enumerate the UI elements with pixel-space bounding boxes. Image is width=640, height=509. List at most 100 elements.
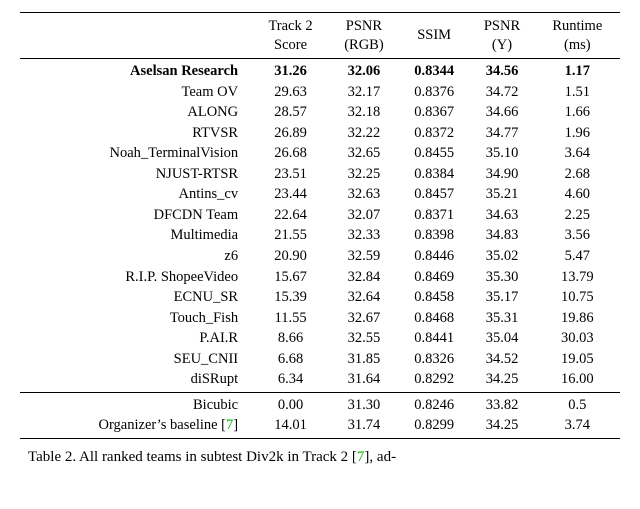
value-cell: 0.8458: [399, 287, 470, 308]
team-name-cell: SEU_CNII: [20, 349, 252, 370]
value-cell: 16.00: [535, 369, 620, 392]
caption-prefix: Table 2. All ranked teams in subtest Div…: [28, 449, 357, 465]
value-cell: 35.31: [469, 308, 534, 329]
value-cell: 19.05: [535, 349, 620, 370]
value-cell: 32.63: [329, 184, 399, 205]
table-row: Team OV29.6332.170.837634.721.51: [20, 82, 620, 103]
col-head-score-l1: Track 2: [268, 18, 312, 34]
value-cell: 32.84: [329, 267, 399, 288]
team-name-cell: Multimedia: [20, 225, 252, 246]
col-head-psnr-y-l1: PSNR: [484, 18, 520, 34]
value-cell: 33.82: [469, 392, 534, 415]
value-cell: 0.8469: [399, 267, 470, 288]
table-row: Bicubic0.0031.300.824633.820.5: [20, 392, 620, 415]
value-cell: 10.75: [535, 287, 620, 308]
col-head-team: [20, 13, 252, 59]
value-cell: 3.64: [535, 143, 620, 164]
value-cell: 6.68: [252, 349, 329, 370]
value-cell: 31.30: [329, 392, 399, 415]
value-cell: 22.64: [252, 205, 329, 226]
value-cell: 0.8441: [399, 328, 470, 349]
team-name-cell: Touch_Fish: [20, 308, 252, 329]
team-name-cell: Organizer’s baseline [7]: [20, 415, 252, 438]
value-cell: 15.67: [252, 267, 329, 288]
team-name-cell: Bicubic: [20, 392, 252, 415]
team-name-cell: Noah_TerminalVision: [20, 143, 252, 164]
value-cell: 0.8384: [399, 164, 470, 185]
value-cell: 34.25: [469, 369, 534, 392]
value-cell: 5.47: [535, 246, 620, 267]
value-cell: 29.63: [252, 82, 329, 103]
value-cell: 0.8371: [399, 205, 470, 226]
col-head-score-l2: Score: [274, 37, 307, 53]
value-cell: 19.86: [535, 308, 620, 329]
col-head-psnr-rgb-l2: (RGB): [344, 37, 383, 53]
team-name-cell: Antins_cv: [20, 184, 252, 205]
value-cell: 0.8455: [399, 143, 470, 164]
value-cell: 14.01: [252, 415, 329, 438]
citation-ref: 7: [226, 417, 233, 433]
table-row: Organizer’s baseline [7]14.0131.740.8299…: [20, 415, 620, 438]
table-row: SEU_CNII6.6831.850.832634.5219.05: [20, 349, 620, 370]
value-cell: 0.8372: [399, 123, 470, 144]
caption-suffix: ], ad-: [364, 449, 396, 465]
value-cell: 32.17: [329, 82, 399, 103]
header-row: Track 2 Score PSNR (RGB) SSIM PSNR (Y) Runt…: [20, 13, 620, 59]
value-cell: 32.33: [329, 225, 399, 246]
value-cell: 8.66: [252, 328, 329, 349]
col-head-psnr-rgb-l1: PSNR: [346, 18, 382, 34]
col-head-runtime-l2: (ms): [564, 37, 591, 53]
team-name-cell: diSRupt: [20, 369, 252, 392]
value-cell: 0.8468: [399, 308, 470, 329]
col-head-ssim: SSIM: [399, 13, 470, 59]
value-cell: 6.34: [252, 369, 329, 392]
value-cell: 34.83: [469, 225, 534, 246]
col-head-psnr-rgb: PSNR (RGB): [329, 13, 399, 59]
table-caption: Table 2. All ranked teams in subtest Div…: [20, 439, 620, 466]
value-cell: 4.60: [535, 184, 620, 205]
table-row: z620.9032.590.844635.025.47: [20, 246, 620, 267]
value-cell: 1.66: [535, 102, 620, 123]
value-cell: 35.04: [469, 328, 534, 349]
col-head-runtime-l1: Runtime: [552, 18, 602, 34]
value-cell: 3.56: [535, 225, 620, 246]
col-head-score: Track 2 Score: [252, 13, 329, 59]
value-cell: 35.21: [469, 184, 534, 205]
value-cell: 23.44: [252, 184, 329, 205]
value-cell: 32.06: [329, 59, 399, 82]
team-name-cell: ECNU_SR: [20, 287, 252, 308]
value-cell: 32.67: [329, 308, 399, 329]
value-cell: 0.00: [252, 392, 329, 415]
value-cell: 34.56: [469, 59, 534, 82]
team-name-cell: Aselsan Research: [20, 59, 252, 82]
team-name-cell: z6: [20, 246, 252, 267]
value-cell: 35.10: [469, 143, 534, 164]
value-cell: 26.68: [252, 143, 329, 164]
value-cell: 35.02: [469, 246, 534, 267]
value-cell: 32.55: [329, 328, 399, 349]
value-cell: 11.55: [252, 308, 329, 329]
value-cell: 3.74: [535, 415, 620, 438]
value-cell: 31.74: [329, 415, 399, 438]
col-head-runtime: Runtime (ms): [535, 13, 620, 59]
value-cell: 31.26: [252, 59, 329, 82]
value-cell: 13.79: [535, 267, 620, 288]
team-name-cell: P.AI.R: [20, 328, 252, 349]
value-cell: 0.8457: [399, 184, 470, 205]
table-row: NJUST-RTSR23.5132.250.838434.902.68: [20, 164, 620, 185]
value-cell: 1.51: [535, 82, 620, 103]
col-head-psnr-y-l2: (Y): [492, 37, 512, 53]
value-cell: 2.25: [535, 205, 620, 226]
value-cell: 32.18: [329, 102, 399, 123]
table-wrapper: Track 2 Score PSNR (RGB) SSIM PSNR (Y) Runt…: [0, 0, 640, 474]
value-cell: 0.8246: [399, 392, 470, 415]
value-cell: 32.64: [329, 287, 399, 308]
table-row: R.I.P. ShopeeVideo15.6732.840.846935.301…: [20, 267, 620, 288]
value-cell: 35.30: [469, 267, 534, 288]
value-cell: 0.5: [535, 392, 620, 415]
value-cell: 0.8367: [399, 102, 470, 123]
results-table: Track 2 Score PSNR (RGB) SSIM PSNR (Y) Runt…: [20, 12, 620, 439]
value-cell: 34.66: [469, 102, 534, 123]
value-cell: 30.03: [535, 328, 620, 349]
results-body: Aselsan Research31.2632.060.834434.561.1…: [20, 59, 620, 393]
